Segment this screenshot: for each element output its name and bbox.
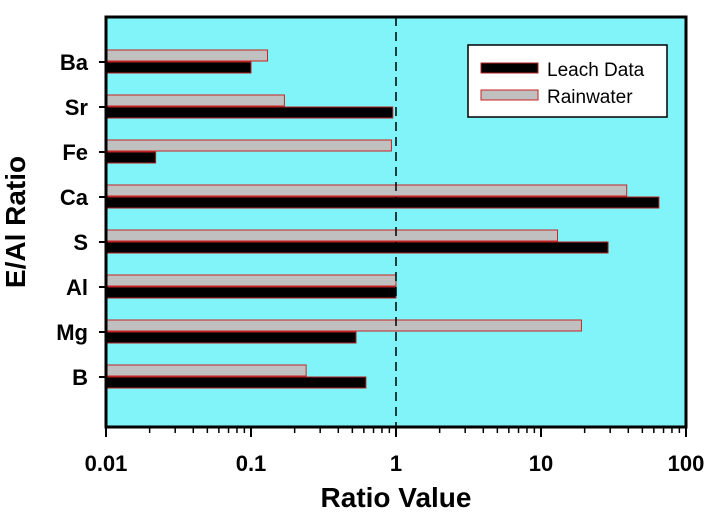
y-tick-label-ca: Ca <box>60 185 89 210</box>
bar-leach-mg <box>105 331 357 344</box>
bar-leach-ca <box>105 196 660 209</box>
bars-layer <box>105 49 660 389</box>
y-tick-label-sr: Sr <box>65 95 89 120</box>
x-tick-label: 0.1 <box>236 451 267 476</box>
legend-box <box>467 44 668 118</box>
bar-rainwater-sr <box>105 94 285 107</box>
y-tick-label-al: Al <box>66 275 88 300</box>
bar-leach-sr <box>105 106 394 119</box>
y-axis-title: E/Al Ratio <box>0 156 31 288</box>
y-tick-label-ba: Ba <box>60 50 89 75</box>
bar-leach-s <box>105 241 609 254</box>
legend: Leach Data Rainwater <box>467 44 668 118</box>
legend-label-rainwater: Rainwater <box>547 87 633 108</box>
bar-leach-fe <box>105 151 157 164</box>
bar-rainwater-s <box>105 229 559 242</box>
y-tick-label-b: B <box>72 365 88 390</box>
x-tick-label: 10 <box>529 451 553 476</box>
x-axis-title: Ratio Value <box>321 482 472 513</box>
y-axis: Ba Sr Fe Ca S Al Mg B <box>56 50 106 390</box>
x-tick-label: 1 <box>390 451 402 476</box>
bar-rainwater-mg <box>105 319 582 332</box>
x-tick-label: 0.01 <box>85 451 128 476</box>
bar-rainwater-b <box>105 364 307 377</box>
legend-label-leach: Leach Data <box>547 60 645 81</box>
bar-leach-al <box>105 286 397 299</box>
bar-leach-b <box>105 376 367 389</box>
bar-rainwater-al <box>105 274 397 287</box>
bar-rainwater-ca <box>105 184 628 197</box>
legend-swatch-rainwater <box>480 89 539 101</box>
bar-rainwater-fe <box>105 139 392 152</box>
y-tick-label-fe: Fe <box>62 140 88 165</box>
y-tick-label-s: S <box>73 230 88 255</box>
x-axis: 0.01 0.1 1 10 100 <box>85 427 705 476</box>
x-tick-label: 100 <box>668 451 705 476</box>
legend-swatch-leach <box>480 62 539 74</box>
bar-rainwater-ba <box>105 49 269 62</box>
bar-leach-ba <box>105 61 252 74</box>
y-tick-label-mg: Mg <box>56 320 88 345</box>
